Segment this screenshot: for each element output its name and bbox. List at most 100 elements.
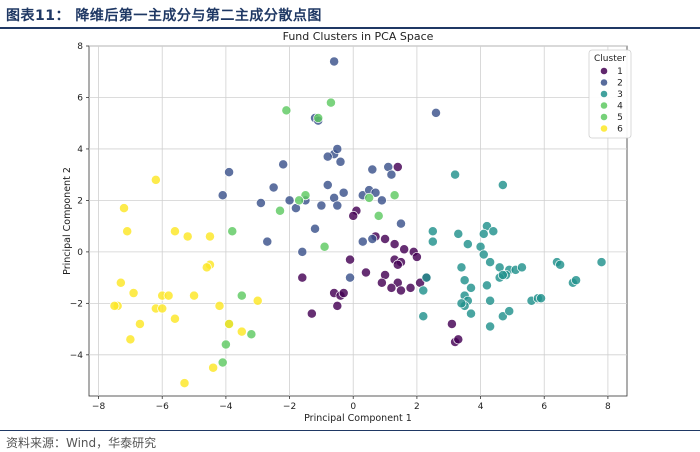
data-point	[163, 290, 174, 301]
header-rule	[0, 27, 700, 29]
footer-rule	[0, 430, 700, 431]
data-point	[224, 167, 235, 178]
data-point	[453, 334, 464, 345]
data-point	[332, 300, 343, 311]
data-point	[497, 270, 508, 280]
data-point	[329, 56, 340, 67]
data-point	[189, 290, 200, 301]
data-point	[332, 200, 343, 211]
data-point	[297, 272, 308, 283]
legend: Cluster 1 23 45 6	[588, 49, 632, 139]
legend-marker	[600, 67, 608, 75]
data-point	[571, 275, 582, 286]
legend-marker	[600, 90, 608, 98]
data-point	[555, 259, 566, 270]
data-point	[427, 236, 438, 247]
legend-title: Cluster	[594, 54, 626, 64]
data-point	[450, 169, 461, 180]
data-point	[122, 226, 133, 237]
legend-label: 4	[617, 102, 623, 112]
data-point	[322, 151, 333, 162]
data-point	[376, 277, 387, 288]
data-point	[325, 97, 336, 108]
data-point	[310, 223, 320, 234]
data-point	[125, 334, 136, 345]
data-point	[227, 226, 238, 237]
x-tick-label: −8	[92, 402, 106, 412]
data-point	[596, 257, 607, 268]
data-point	[150, 174, 161, 185]
data-point	[367, 234, 378, 244]
legend-label: 6	[617, 125, 623, 135]
data-point	[134, 318, 145, 329]
data-point	[497, 180, 508, 190]
data-point	[485, 321, 496, 332]
data-point	[208, 362, 219, 373]
legend-marker	[600, 78, 608, 87]
legend-label: 5	[617, 113, 623, 123]
y-tick-label: 4	[77, 145, 83, 155]
data-point	[364, 192, 375, 203]
data-point	[335, 156, 346, 167]
data-point	[217, 357, 228, 368]
data-point	[224, 318, 235, 329]
data-point	[459, 275, 470, 286]
series-cluster-4	[217, 97, 336, 368]
series-cluster-6	[109, 174, 263, 389]
data-point	[389, 190, 400, 201]
data-point	[278, 159, 289, 170]
x-tick-label: −4	[219, 402, 233, 412]
y-tick-label: 8	[77, 42, 83, 52]
data-point	[115, 277, 126, 288]
legend-marker	[600, 101, 608, 110]
data-point	[170, 226, 180, 237]
data-point	[485, 257, 496, 268]
legend-label: 2	[617, 79, 623, 89]
data-point	[345, 272, 355, 283]
data-point	[373, 210, 384, 221]
legend-marker	[600, 124, 608, 133]
data-point	[316, 200, 327, 211]
x-tick-label: 2	[414, 402, 420, 412]
data-point	[370, 187, 381, 198]
legend-box	[588, 49, 632, 139]
data-point	[361, 267, 371, 278]
y-axis-label: Principal Component 2	[62, 167, 73, 275]
data-point	[396, 218, 406, 229]
data-point	[255, 198, 266, 208]
chart-title: Fund Clusters in PCA Space	[283, 30, 434, 43]
figure-caption: 图表11： 降维后第一主成分与第二主成分散点图	[6, 8, 322, 24]
data-point	[421, 272, 432, 283]
data-point	[345, 254, 355, 265]
data-point	[357, 236, 368, 247]
x-tick-label: 0	[350, 402, 356, 412]
figure-header: 图表11： 降维后第一主成分与第二主成分散点图	[0, 0, 700, 29]
x-tick-label: 8	[605, 402, 611, 412]
data-point	[313, 113, 324, 124]
data-point	[338, 288, 349, 299]
data-point	[300, 190, 311, 201]
data-point	[462, 239, 473, 250]
x-axis-label: Principal Component 1	[304, 413, 412, 424]
data-point	[427, 226, 438, 237]
data-point	[338, 187, 349, 198]
y-tick-label: 0	[77, 248, 83, 258]
data-point	[399, 244, 410, 255]
data-point	[392, 259, 403, 270]
data-point	[182, 231, 193, 242]
data-point	[170, 313, 180, 324]
series-cluster-3	[418, 169, 607, 332]
data-point	[281, 105, 292, 116]
data-point	[488, 226, 499, 237]
data-point	[322, 180, 333, 190]
data-point	[453, 228, 464, 239]
legend-label: 3	[617, 90, 623, 100]
data-point	[157, 303, 168, 314]
data-point	[246, 329, 257, 340]
x-tick-label: 4	[478, 402, 484, 412]
data-point	[217, 190, 228, 201]
data-point	[275, 205, 285, 216]
data-point	[220, 339, 231, 350]
x-tick-label: 6	[541, 402, 547, 412]
scatter-chart: −8 −6 −4 −2 0 2 4 6 8 −4 −2 0 2 4 6 8 Fund Clusters in …	[62, 30, 632, 424]
